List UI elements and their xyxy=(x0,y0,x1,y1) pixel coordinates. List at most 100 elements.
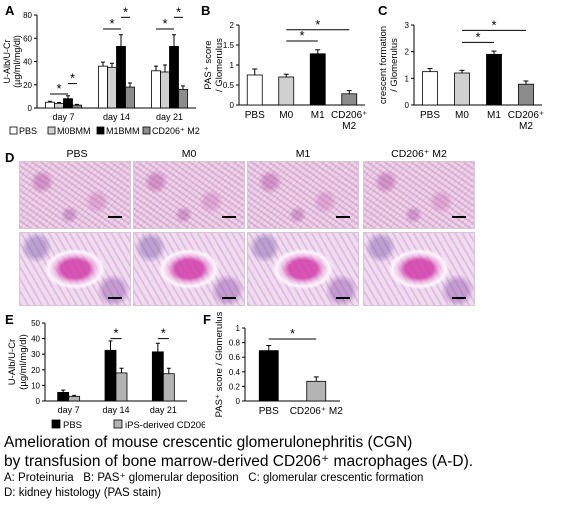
legend-swatch xyxy=(96,126,105,135)
bar xyxy=(160,71,170,109)
scale-bar xyxy=(108,297,122,299)
x-tick-label: PBS xyxy=(420,110,440,121)
x-tick-label: day 21 xyxy=(156,112,183,122)
bar xyxy=(151,351,164,402)
bar xyxy=(98,65,108,109)
significance-star: * xyxy=(475,29,480,44)
y-tick-label: 60 xyxy=(23,34,32,43)
y-tick-label: 40 xyxy=(31,335,40,344)
scale-bar xyxy=(336,297,350,299)
bar xyxy=(57,392,70,402)
x-tick-label: M2 xyxy=(342,121,356,132)
panel-letter-f: F xyxy=(203,312,211,327)
x-tick-label: CD206⁺ xyxy=(508,110,544,121)
histology-label-m2: CD206⁺ M2 xyxy=(391,148,447,160)
micrograph-low-pbs xyxy=(19,161,131,229)
caption-title-line2: by transfusion of bone marrow-derived CD… xyxy=(4,453,474,470)
scale-bar xyxy=(452,297,466,299)
significance-star: * xyxy=(176,4,181,19)
chart-c-crescent: 0 1 2 3 crescent formation / Glomerulus PBS M0 M… xyxy=(378,17,544,132)
y-axis-label: U-Alb/U-Cr xyxy=(2,39,12,83)
chart-b-pas-score: 0 0.5 1 1.5 2 PAS⁺ score / Glomerulus PBS M0 M1 CD… xyxy=(203,17,367,132)
significance-star: * xyxy=(109,16,114,31)
bar xyxy=(72,104,82,109)
x-tick-label: M1 xyxy=(487,110,501,121)
bar xyxy=(116,45,126,109)
x-tick-label: day 7 xyxy=(58,405,80,415)
panel-letter-c: C xyxy=(378,3,388,18)
legend-label: PBS xyxy=(63,420,82,431)
legend-swatch xyxy=(47,126,56,135)
scale-bar xyxy=(452,216,466,218)
legend-label: M1BMM xyxy=(106,126,140,136)
bar xyxy=(454,72,470,106)
bar xyxy=(178,89,188,109)
y-tick-label: 0.5 xyxy=(223,81,235,90)
bar xyxy=(54,102,64,109)
y-axis-label: PAS⁺ score / Glomerulus xyxy=(214,311,225,417)
caption-line3: A: Proteinuria B: PAS⁺ glomerular deposi… xyxy=(4,472,424,484)
legend-swatch xyxy=(142,126,151,135)
y-tick-label: 40 xyxy=(23,58,32,67)
y-tick-label: 1 xyxy=(236,324,241,333)
micrograph-high-m0 xyxy=(133,232,245,306)
y-tick-label: 1.5 xyxy=(223,41,235,50)
legend-label: CD206⁺ M2BMM xyxy=(152,126,200,136)
caption-line4: D: kidney histology (PAS stain) xyxy=(4,486,162,499)
x-tick-label: day 7 xyxy=(52,112,74,122)
caption-title-line1: Amelioration of mouse crescentic glomeru… xyxy=(4,434,413,451)
chart-f-ips-pas-score: 0 0.2 0.4 0.6 0.8 1 PAS⁺ score / Glomerulus PBS… xyxy=(214,311,344,417)
significance-star: * xyxy=(162,16,167,31)
bar xyxy=(246,74,263,106)
scale-bar xyxy=(336,216,350,218)
micrograph-high-m1 xyxy=(247,232,359,306)
micrograph-high-m2 xyxy=(363,232,475,306)
y-tick-label: 1 xyxy=(405,74,410,83)
legend-swatch xyxy=(51,419,61,429)
y-axis-label: U-Alb/U-Cr xyxy=(7,339,18,385)
scale-bar xyxy=(222,216,236,218)
y-tick-label: 0 xyxy=(236,397,241,406)
chart-e-ips-proteinuria: 0 10 20 30 40 50 U-Alb/U-Cr (µg/ml/mg/dl) day 7 d… xyxy=(7,319,205,431)
histology-label-m1: M1 xyxy=(295,148,311,160)
x-tick-label: M0 xyxy=(279,110,293,121)
bar xyxy=(63,98,73,109)
x-tick-label: day 14 xyxy=(103,112,130,122)
significance-star: * xyxy=(299,28,304,43)
y-tick-label: 0.8 xyxy=(229,339,241,348)
y-axis-label: PAS⁺ score xyxy=(203,40,214,89)
bar xyxy=(278,76,295,106)
x-tick-label: day 21 xyxy=(150,405,177,415)
histology-label-m0: M0 xyxy=(181,148,197,160)
panel-letter-a: A xyxy=(5,3,15,18)
x-tick-label: CD206⁺ M2 xyxy=(290,406,344,417)
bar xyxy=(104,349,117,402)
bar xyxy=(151,70,161,109)
significance-star: * xyxy=(290,326,295,341)
significance-star: * xyxy=(123,4,128,19)
micrograph-low-m1 xyxy=(247,161,359,229)
x-tick-label: M2 xyxy=(519,121,533,132)
significance-star: * xyxy=(70,71,75,86)
y-tick-label: 1 xyxy=(230,61,235,70)
x-tick-label: M1 xyxy=(311,110,325,121)
significance-star: * xyxy=(315,17,320,32)
legend-label: iPS-derived CD206⁺ M2 xyxy=(125,420,205,431)
legend-label: PBS xyxy=(19,126,37,136)
bar xyxy=(169,45,179,109)
micrograph-high-pbs xyxy=(19,232,131,306)
bar xyxy=(422,71,438,106)
significance-star: * xyxy=(161,326,166,341)
figure-caption: Amelioration of mouse crescentic glomeru… xyxy=(4,433,560,500)
y-axis-label: / Glomerulus xyxy=(389,38,400,92)
significance-star: * xyxy=(491,17,496,32)
x-tick-label: M0 xyxy=(455,110,469,121)
x-tick-label: PBS xyxy=(245,110,265,121)
y-tick-label: 30 xyxy=(31,350,40,359)
bar xyxy=(518,83,534,106)
bar xyxy=(309,53,326,106)
panel-letter-b: B xyxy=(201,3,211,18)
scale-bar xyxy=(222,297,236,299)
y-tick-label: 0 xyxy=(28,104,33,113)
y-tick-label: 0.4 xyxy=(229,368,241,377)
